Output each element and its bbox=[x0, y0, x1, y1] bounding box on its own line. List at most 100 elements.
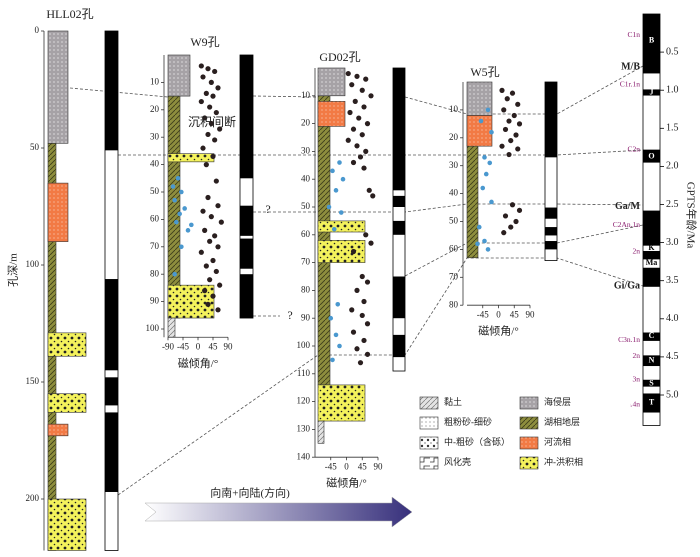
inclination-point bbox=[501, 230, 507, 236]
inclination-point bbox=[335, 302, 341, 307]
inclination-point bbox=[370, 193, 376, 199]
inclination-point bbox=[340, 176, 346, 182]
depth-tick-label: 130 bbox=[297, 423, 311, 433]
inclination-point bbox=[213, 109, 219, 116]
normal-polarity bbox=[393, 220, 405, 235]
inclination-point bbox=[217, 126, 223, 132]
inclination-point bbox=[207, 104, 213, 110]
inclination-point bbox=[200, 145, 206, 151]
borehole-title: W9孔 bbox=[190, 35, 219, 49]
inclination-point bbox=[350, 159, 357, 166]
inclination-point bbox=[215, 307, 221, 313]
inclination-point bbox=[208, 214, 214, 220]
depth-axis-label: 孔深/m bbox=[7, 253, 20, 287]
inclination-point bbox=[489, 199, 494, 205]
gpts-normal bbox=[643, 267, 660, 287]
inclination-tick-label: 0 bbox=[496, 309, 501, 319]
inclination-tick-label: -90 bbox=[162, 341, 174, 351]
inclination-point bbox=[502, 126, 509, 133]
depth-tick-label: 10 bbox=[449, 104, 459, 114]
lithology-layer bbox=[317, 101, 346, 127]
inclination-point bbox=[218, 219, 224, 225]
lithology-layer bbox=[317, 384, 366, 422]
lithology-layer bbox=[317, 420, 325, 444]
gpts-boundary: Ga/M bbox=[615, 201, 641, 212]
inclination-point bbox=[364, 121, 371, 127]
inclination-point bbox=[487, 160, 493, 166]
gpts-chron: C2An.1n bbox=[613, 220, 641, 229]
gpts-event: T bbox=[649, 397, 655, 406]
inclination-point bbox=[515, 146, 521, 152]
inclination-point bbox=[208, 79, 214, 85]
normal-polarity bbox=[240, 55, 253, 179]
inclination-point bbox=[337, 343, 342, 349]
inclination-tick-label: -45 bbox=[477, 309, 489, 319]
depth-tick-label: 20 bbox=[150, 104, 160, 114]
inclination-point bbox=[354, 73, 360, 79]
inclination-point bbox=[354, 346, 360, 352]
normal-polarity bbox=[105, 412, 118, 492]
inclination-point bbox=[179, 244, 184, 250]
gpts-event: B bbox=[649, 35, 655, 44]
inclination-point bbox=[361, 104, 367, 110]
gpts-normal bbox=[643, 355, 660, 367]
depth-tick-label: 40 bbox=[301, 173, 311, 183]
inclination-point bbox=[205, 66, 211, 72]
inclination-tick-label: 90 bbox=[526, 309, 536, 319]
normal-polarity bbox=[240, 205, 253, 236]
gpts-normal bbox=[643, 379, 660, 387]
inclination-point bbox=[189, 222, 194, 228]
inclination-point bbox=[359, 87, 365, 93]
lithology-layer bbox=[47, 393, 87, 413]
inclination-point bbox=[480, 185, 486, 191]
depth-tick-label: 60 bbox=[301, 229, 311, 239]
inclination-point bbox=[354, 287, 360, 293]
depth-tick-label: 60 bbox=[449, 243, 459, 253]
inclination-point bbox=[205, 131, 211, 138]
gpts-tick-label: 1.0 bbox=[666, 84, 679, 95]
normal-polarity bbox=[240, 274, 253, 319]
inclination-point bbox=[357, 154, 364, 160]
inclination-tick-label: 45 bbox=[358, 461, 368, 471]
inclination-point bbox=[179, 189, 184, 195]
inclination-point bbox=[210, 153, 216, 159]
inclination-point bbox=[511, 112, 517, 119]
inclination-point bbox=[212, 233, 218, 239]
depth-tick-label: 90 bbox=[301, 312, 311, 322]
inclination-point bbox=[359, 273, 365, 280]
depth-tick-label: 50 bbox=[449, 216, 459, 226]
normal-polarity bbox=[393, 195, 405, 207]
inclination-point bbox=[356, 115, 362, 121]
inclination-point bbox=[483, 171, 489, 177]
gpts-chron: C1n bbox=[627, 30, 640, 39]
inclination-point bbox=[363, 76, 369, 82]
inclination-tick-label: -45 bbox=[177, 341, 189, 351]
inclination-point bbox=[476, 224, 482, 230]
gpts: 0.5 1.0 1.5 2.0 2.5 3.0 3.5 4.0 4.5 5.0 GPTS年龄/Ma B… bbox=[613, 13, 698, 426]
inclination-point bbox=[213, 268, 219, 275]
inclination-point bbox=[326, 204, 332, 210]
gpts-normal bbox=[643, 149, 660, 163]
legend-swatch bbox=[419, 416, 439, 430]
gpts-tick-label: 4.5 bbox=[666, 351, 679, 362]
inclination-point bbox=[207, 277, 213, 283]
normal-polarity bbox=[105, 279, 118, 371]
direction-arrow bbox=[144, 496, 413, 528]
gpts-event: C bbox=[649, 331, 655, 340]
inclination-point bbox=[198, 63, 204, 69]
gpts-normal bbox=[643, 89, 660, 96]
inclination-point bbox=[506, 118, 512, 124]
inclination-point bbox=[359, 132, 365, 138]
legend-label: 风化壳 bbox=[444, 456, 471, 467]
normal-polarity bbox=[545, 82, 557, 158]
correlation-line bbox=[252, 95, 319, 98]
gpts-event: N bbox=[649, 356, 655, 365]
inclination-point bbox=[215, 203, 221, 209]
depth-tick-label: 20 bbox=[449, 132, 459, 142]
inclination-point bbox=[205, 194, 211, 201]
inclination-point bbox=[198, 98, 204, 105]
legend-label: 黏土 bbox=[444, 396, 462, 407]
depth-tick-label: 120 bbox=[297, 396, 311, 406]
